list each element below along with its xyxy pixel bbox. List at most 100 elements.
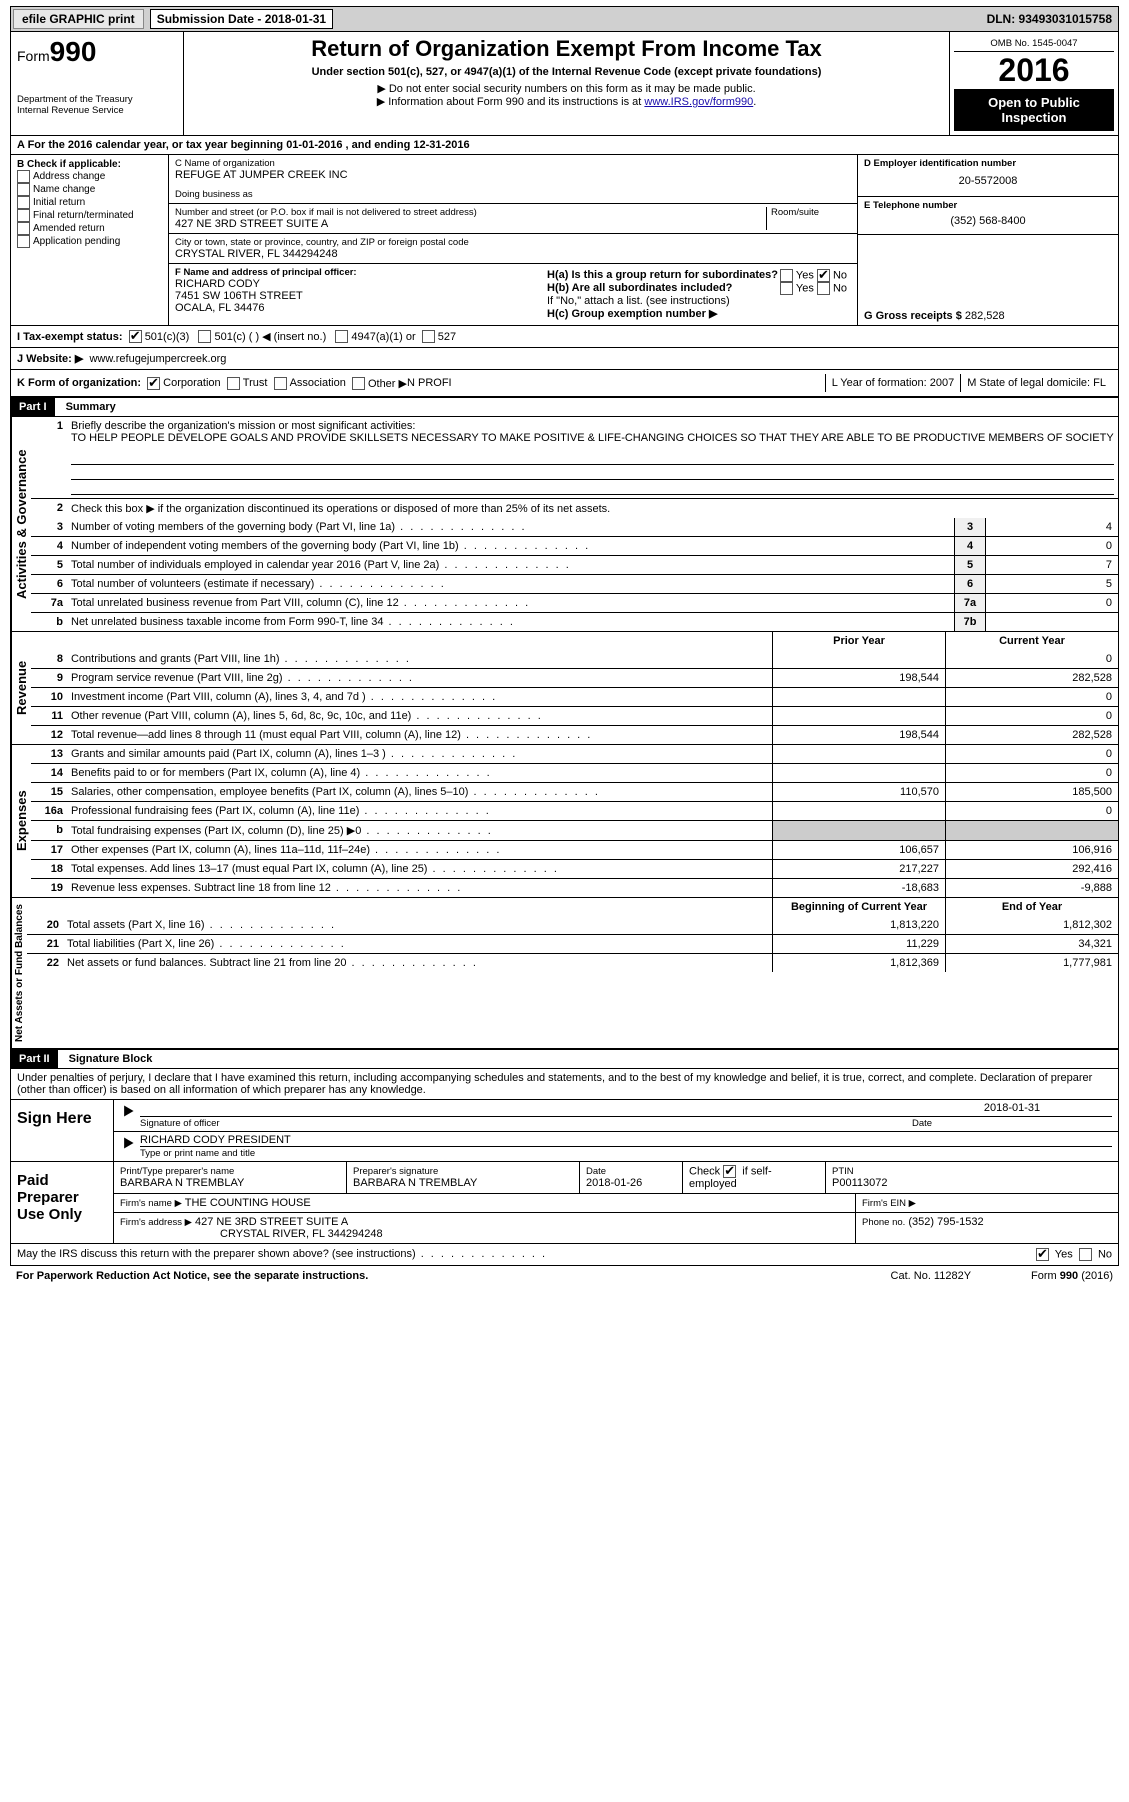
- row-a-tax-year: A For the 2016 calendar year, or tax yea…: [10, 136, 1119, 155]
- form-title: Return of Organization Exempt From Incom…: [190, 36, 943, 62]
- hb-yes[interactable]: [780, 282, 793, 295]
- row-i-label: I Tax-exempt status:: [17, 331, 123, 343]
- preparer-date: 2018-01-26: [586, 1177, 642, 1189]
- form-label: Form: [17, 48, 50, 64]
- check-4947[interactable]: [335, 330, 348, 343]
- discuss-no[interactable]: [1079, 1248, 1092, 1261]
- gross-value: 282,528: [965, 310, 1005, 322]
- dln: DLN: 93493031015758: [987, 12, 1118, 26]
- year-formation: L Year of formation: 2007: [826, 374, 962, 392]
- label-ein: D Employer identification number: [864, 158, 1112, 169]
- l1-label: Briefly describe the organization's miss…: [71, 420, 415, 432]
- org-address: 427 NE 3RD STREET SUITE A: [175, 218, 766, 230]
- firm-addr: 427 NE 3RD STREET SUITE A: [195, 1216, 348, 1228]
- check-final-return[interactable]: [17, 209, 30, 222]
- form-header: Form990 Department of the Treasury Inter…: [10, 32, 1119, 136]
- sign-here-label: Sign Here: [11, 1100, 114, 1161]
- col-b-title: B Check if applicable:: [17, 159, 162, 170]
- part1-title: Summary: [58, 401, 116, 413]
- preparer-name: BARBARA N TREMBLAY: [120, 1177, 244, 1189]
- open-to-public: Open to Public Inspection: [954, 89, 1114, 131]
- vlabel-netassets: Net Assets or Fund Balances: [11, 898, 27, 1048]
- officer-print-name: RICHARD CODY PRESIDENT: [140, 1134, 1112, 1147]
- discuss-question: May the IRS discuss this return with the…: [17, 1248, 547, 1261]
- check-assoc[interactable]: [274, 377, 287, 390]
- check-501c[interactable]: [198, 330, 211, 343]
- row-j-label: J Website: ▶: [17, 352, 83, 365]
- officer-addr1: 7451 SW 106TH STREET: [175, 290, 543, 302]
- note-ssn: Do not enter social security numbers on …: [377, 83, 755, 95]
- state-domicile: M State of legal domicile: FL: [961, 374, 1112, 392]
- ha-yes[interactable]: [780, 269, 793, 282]
- check-other[interactable]: [352, 377, 365, 390]
- check-name-change[interactable]: [17, 183, 30, 196]
- omb-number: OMB No. 1545-0047: [954, 36, 1114, 52]
- submission-date: Submission Date - 2018-01-31: [150, 9, 333, 29]
- hb-no[interactable]: [817, 282, 830, 295]
- part2-tag: Part II: [11, 1050, 58, 1068]
- label-city: City or town, state or province, country…: [175, 237, 851, 248]
- col-begin-year: Beginning of Current Year: [772, 898, 945, 916]
- preparer-signature: BARBARA N TREMBLAY: [353, 1177, 477, 1189]
- check-501c3[interactable]: [129, 330, 142, 343]
- sig-date: 2018-01-31: [912, 1102, 1112, 1117]
- label-phone: E Telephone number: [864, 200, 1112, 211]
- check-corp[interactable]: [147, 377, 160, 390]
- check-address-change[interactable]: [17, 170, 30, 183]
- discuss-yes[interactable]: [1036, 1248, 1049, 1261]
- paid-preparer-label: Paid Preparer Use Only: [11, 1162, 114, 1243]
- label-address: Number and street (or P.O. box if mail i…: [175, 207, 766, 218]
- check-initial-return[interactable]: [17, 196, 30, 209]
- irs-link[interactable]: www.IRS.gov/form990: [644, 96, 753, 108]
- row-k-label: K Form of organization:: [17, 377, 141, 389]
- org-name: REFUGE AT JUMPER CREEK INC: [175, 169, 851, 181]
- col-current-year: Current Year: [945, 632, 1118, 650]
- label-org-name: C Name of organization: [175, 158, 851, 169]
- label-room: Room/suite: [766, 207, 851, 230]
- ein-value: 20-5572008: [864, 169, 1112, 193]
- check-527[interactable]: [422, 330, 435, 343]
- check-pending[interactable]: [17, 235, 30, 248]
- tax-year: 2016: [954, 52, 1114, 89]
- l1-text: TO HELP PEOPLE DEVELOPE GOALS AND PROVID…: [71, 432, 1114, 444]
- form-subtitle: Under section 501(c), 527, or 4947(a)(1)…: [190, 66, 943, 78]
- ptin-value: P00113072: [832, 1177, 887, 1189]
- l2-text: Check this box ▶ if the organization dis…: [71, 503, 610, 515]
- hc-label: H(c) Group exemption number ▶: [547, 308, 717, 320]
- dept-line-1: Department of the Treasury: [17, 94, 177, 105]
- firm-name: THE COUNTING HOUSE: [185, 1197, 311, 1209]
- vlabel-governance: Activities & Governance: [11, 417, 31, 631]
- footer-center: Cat. No. 11282Y: [891, 1270, 972, 1282]
- check-trust[interactable]: [227, 377, 240, 390]
- hb-label: H(b) Are all subordinates included?: [547, 282, 732, 294]
- ha-label: H(a) Is this a group return for subordin…: [547, 269, 778, 281]
- check-self-employed[interactable]: [723, 1165, 736, 1178]
- dept-line-2: Internal Revenue Service: [17, 105, 177, 116]
- label-dba: Doing business as: [175, 189, 851, 200]
- officer-name: RICHARD CODY: [175, 278, 543, 290]
- vlabel-expenses: Expenses: [11, 745, 31, 897]
- top-bar: efile GRAPHIC print Submission Date - 20…: [10, 6, 1119, 32]
- officer-addr2: OCALA, FL 34476: [175, 302, 543, 314]
- note-instructions-pre: Information about Form 990 and its instr…: [388, 96, 644, 108]
- hb-note: If "No," attach a list. (see instruction…: [547, 295, 847, 307]
- declaration-text: Under penalties of perjury, I declare th…: [10, 1069, 1119, 1100]
- phone-value: (352) 568-8400: [864, 211, 1112, 231]
- sig-officer-label: Signature of officer: [140, 1118, 220, 1129]
- website-value: www.refugejumpercreek.org: [89, 353, 226, 365]
- label-gross: G Gross receipts $: [864, 310, 962, 322]
- firm-addr2: CRYSTAL RIVER, FL 344294248: [120, 1228, 383, 1240]
- vlabel-revenue: Revenue: [11, 632, 31, 744]
- check-amended[interactable]: [17, 222, 30, 235]
- col-prior-year: Prior Year: [772, 632, 945, 650]
- org-city: CRYSTAL RIVER, FL 344294248: [175, 248, 851, 260]
- part2-title: Signature Block: [61, 1053, 153, 1065]
- efile-button[interactable]: efile GRAPHIC print: [13, 9, 144, 29]
- footer-left: For Paperwork Reduction Act Notice, see …: [16, 1270, 368, 1282]
- label-officer: F Name and address of principal officer:: [175, 267, 543, 278]
- col-end-year: End of Year: [945, 898, 1118, 916]
- part1-tag: Part I: [11, 398, 55, 416]
- ha-no[interactable]: [817, 269, 830, 282]
- form-number: 990: [50, 36, 97, 67]
- firm-phone: (352) 795-1532: [908, 1216, 983, 1228]
